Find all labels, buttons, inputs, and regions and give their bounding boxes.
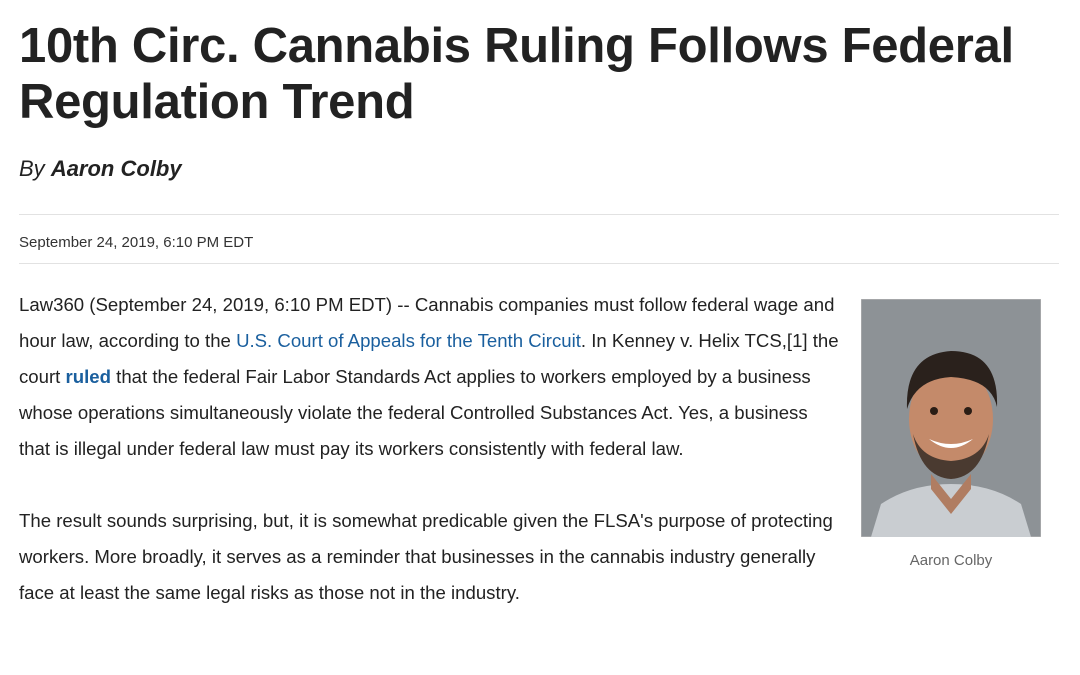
author-photo [861,299,1041,537]
text: that the federal Fair Labor Standards Ac… [19,366,811,459]
ruling-link[interactable]: ruled [65,366,111,387]
divider [19,263,1059,264]
author-link[interactable]: Aaron Colby [50,156,182,181]
text: The result sounds surprising, but, it is… [19,510,833,603]
text: Law360 (September 24, 2019, 6:10 PM EDT)… [19,294,835,351]
photo-caption: Aaron Colby [909,552,993,569]
court-link[interactable]: U.S. Court of Appeals for the Tenth Circ… [236,330,581,351]
byline-prefix: By [19,156,45,181]
text: . In Kenney v. Helix TCS,[1] the court [19,330,839,387]
divider [19,214,1059,215]
byline: By Aaron Colby [19,156,182,182]
article-title: 10th Circ. Cannabis Ruling Follows Feder… [19,19,1014,129]
article-body: Aaron Colby Law360 (September 24, 2019, … [19,287,1059,647]
publish-date: September 24, 2019, 6:10 PM EDT [19,234,254,251]
author-figure: Aaron Colby [861,299,1041,571]
paragraph: Law360 (September 24, 2019, 6:10 PM EDT)… [19,287,1059,467]
paragraph: The result sounds surprising, but, it is… [19,503,1059,611]
